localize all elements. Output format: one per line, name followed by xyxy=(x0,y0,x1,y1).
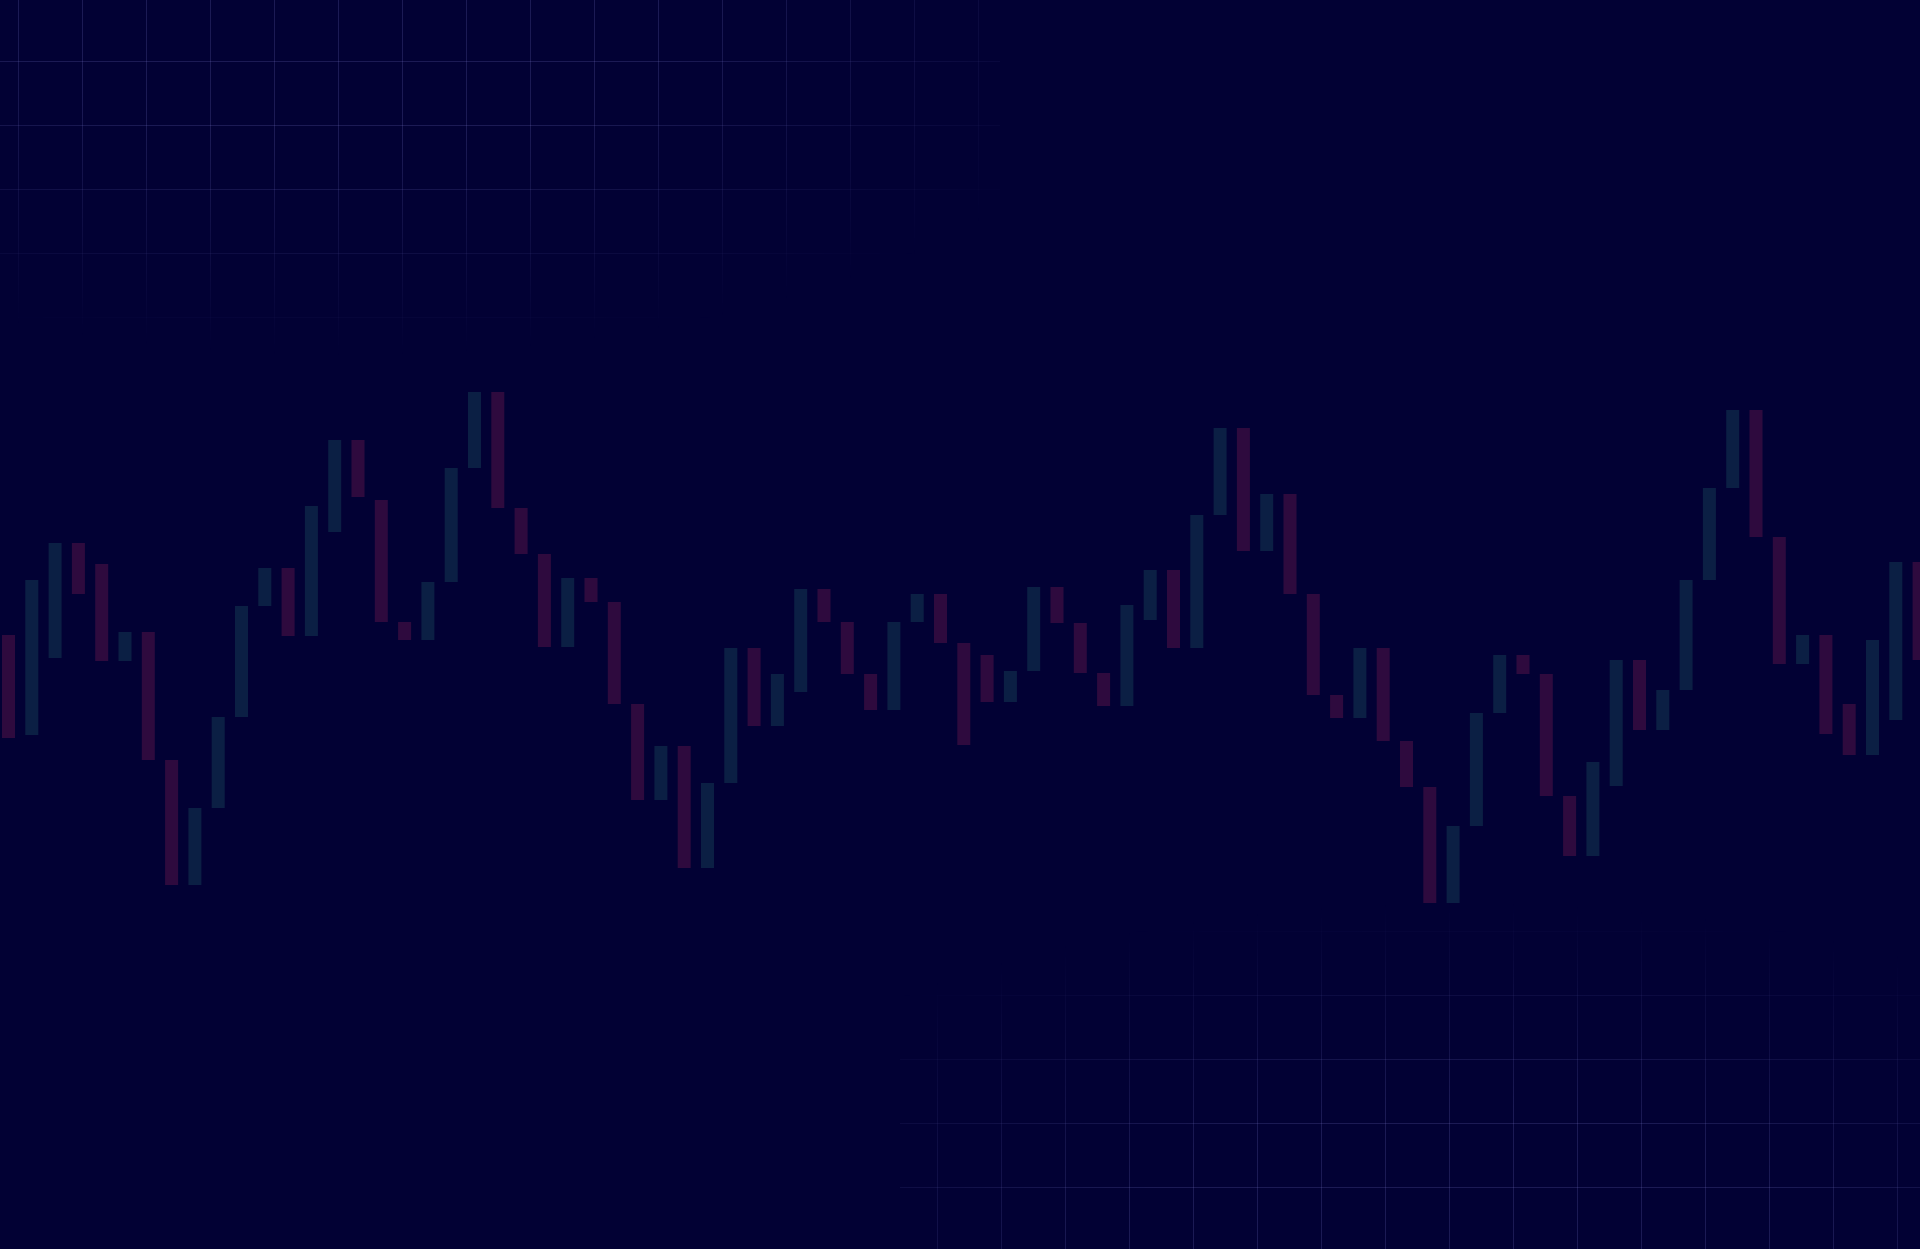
candle-bearish xyxy=(1050,587,1064,623)
candle-bullish xyxy=(304,506,318,636)
candle-bullish xyxy=(1889,562,1903,720)
candle-bullish xyxy=(1679,580,1693,690)
candle-bullish xyxy=(794,589,808,692)
candle-bearish xyxy=(1772,537,1786,664)
candle-bullish xyxy=(1493,655,1507,713)
candle-bearish xyxy=(398,622,412,640)
candle-bearish xyxy=(141,632,155,760)
candle-bearish xyxy=(840,622,854,674)
candle-bearish xyxy=(1633,660,1646,730)
candle-bullish xyxy=(701,783,714,868)
candle-bearish xyxy=(491,392,505,508)
candle-bullish xyxy=(724,648,738,783)
candle-bullish xyxy=(1027,587,1041,671)
candle-bearish xyxy=(957,643,971,745)
candle-bearish xyxy=(1236,428,1250,551)
candle-bullish xyxy=(1353,648,1367,718)
candle-bearish xyxy=(1539,674,1553,796)
candle-bullish xyxy=(1143,570,1157,620)
candle-bearish xyxy=(1563,796,1577,856)
candle-bearish xyxy=(1842,704,1856,755)
candle-bullish xyxy=(188,808,202,885)
candle-bullish xyxy=(1726,410,1740,488)
candle-bearish xyxy=(374,500,388,622)
candle-bearish xyxy=(1400,741,1413,787)
candle-bullish xyxy=(25,580,39,735)
candle-bearish xyxy=(1376,648,1390,741)
candle-bearish xyxy=(1912,562,1920,660)
candle-bearish xyxy=(1516,655,1530,674)
candle-bullish xyxy=(1120,605,1134,706)
candle-bearish xyxy=(1167,570,1180,648)
candle-bullish xyxy=(48,543,62,658)
candle-bearish xyxy=(1749,410,1763,537)
candle-bearish xyxy=(1306,594,1320,695)
candle-bearish xyxy=(864,674,878,710)
candle-bullish xyxy=(1446,826,1460,903)
candle-bearish xyxy=(281,568,295,636)
candle-bearish xyxy=(980,655,994,702)
candle-bearish xyxy=(631,704,645,800)
candle-bullish xyxy=(1702,488,1716,580)
candle-bearish xyxy=(165,760,179,885)
candle-bearish xyxy=(1819,635,1833,734)
candle-bullish xyxy=(1796,635,1810,664)
candle-bullish xyxy=(235,606,248,717)
candle-bearish xyxy=(747,648,761,726)
candle-bullish xyxy=(421,582,435,640)
candle-bearish xyxy=(677,746,691,868)
candle-bearish xyxy=(95,564,109,661)
candle-bearish xyxy=(537,554,551,647)
candle-bullish xyxy=(1190,515,1204,648)
candle-bullish xyxy=(1656,690,1670,730)
candle-bullish xyxy=(770,674,784,726)
candle-bearish xyxy=(1283,494,1297,594)
candle-bullish xyxy=(1469,713,1483,826)
candle-bullish xyxy=(328,440,342,532)
candle-bullish xyxy=(1586,762,1600,856)
candle-bullish xyxy=(1003,671,1017,702)
candle-bullish xyxy=(654,746,668,800)
grid-top-left xyxy=(0,0,1000,420)
candle-bullish xyxy=(258,568,272,606)
candle-bearish xyxy=(1073,623,1087,673)
candle-bearish xyxy=(71,543,85,594)
candle-bullish xyxy=(561,578,575,647)
candle-bearish xyxy=(934,594,947,643)
candle-bullish xyxy=(118,632,132,661)
candle-bearish xyxy=(607,602,621,704)
candle-bearish xyxy=(351,440,365,497)
candle-bearish xyxy=(584,578,598,602)
candle-bullish xyxy=(444,468,458,582)
candle-bullish xyxy=(1213,428,1227,515)
candle-bearish xyxy=(2,635,15,738)
candle-bullish xyxy=(468,392,481,468)
candle-bullish xyxy=(1609,660,1623,786)
candle-bearish xyxy=(514,508,528,554)
candle-bearish xyxy=(1097,673,1111,706)
candle-bullish xyxy=(887,622,901,710)
candle-bearish xyxy=(1423,787,1437,903)
candle-bearish xyxy=(817,589,831,622)
candle-bullish xyxy=(1260,494,1274,551)
grid-bottom-right xyxy=(900,840,1920,1249)
candle-bullish xyxy=(910,594,924,622)
candle-bullish xyxy=(211,717,225,808)
candle-bullish xyxy=(1866,640,1879,755)
candle-bearish xyxy=(1330,695,1344,718)
